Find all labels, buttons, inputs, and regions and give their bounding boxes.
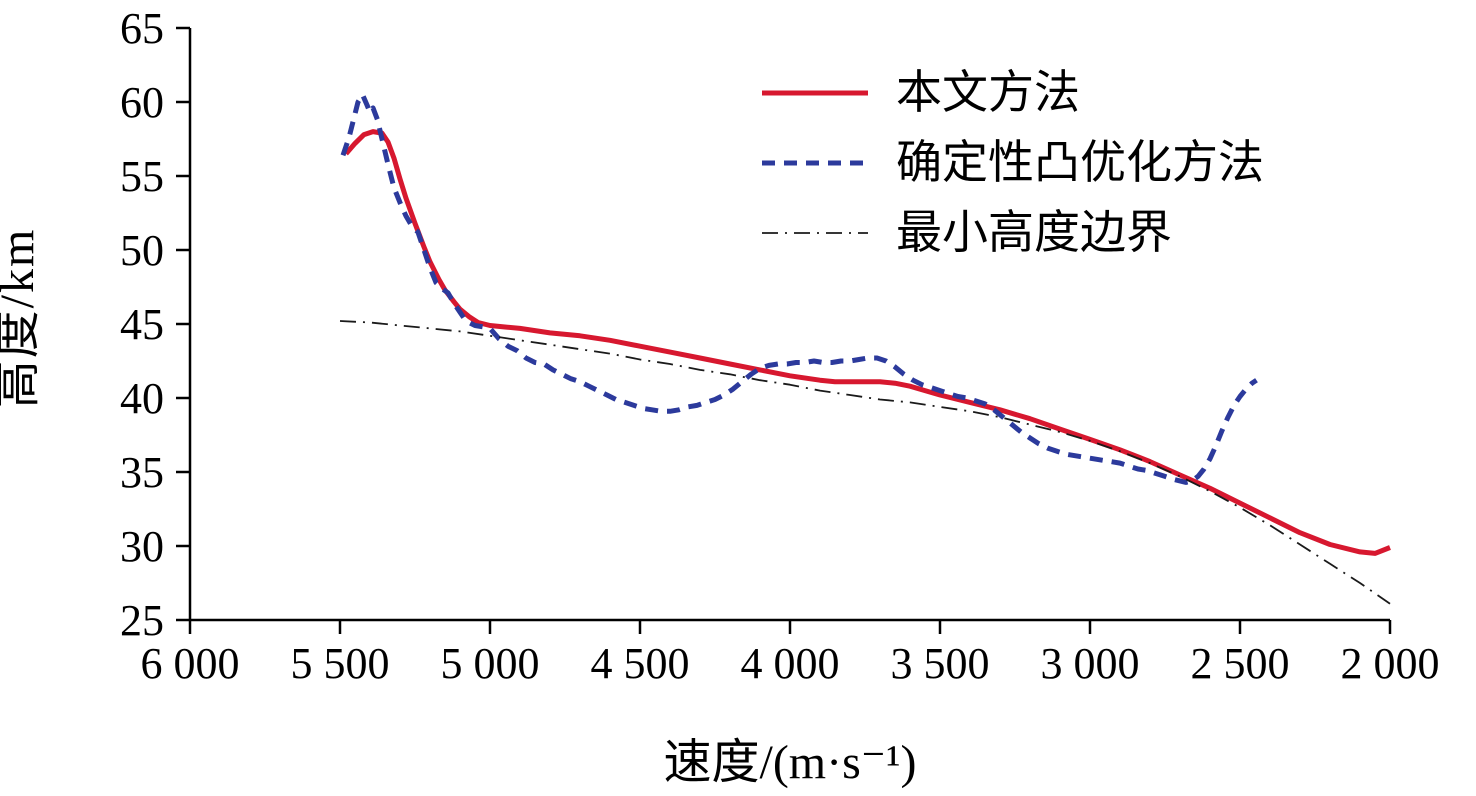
dashdot-line-sample-icon — [762, 232, 868, 234]
svg-text:4 500: 4 500 — [591, 639, 690, 688]
legend-item: 本文方法 — [760, 58, 1264, 128]
svg-text:2 500: 2 500 — [1191, 639, 1290, 688]
svg-text:30: 30 — [120, 522, 164, 571]
svg-text:25: 25 — [120, 596, 164, 645]
legend-label: 本文方法 — [896, 67, 1080, 118]
svg-text:45: 45 — [120, 300, 164, 349]
x-axis-label: 速度/(m·s⁻¹) — [663, 736, 917, 789]
legend: 本文方法 确定性凸优化方法 最小高度边界 — [760, 58, 1264, 268]
svg-text:3 500: 3 500 — [891, 639, 990, 688]
y-axis-label: 高度/km — [0, 227, 44, 409]
svg-text:50: 50 — [120, 226, 164, 275]
legend-item: 确定性凸优化方法 — [760, 128, 1264, 198]
svg-text:3 000: 3 000 — [1041, 639, 1140, 688]
svg-text:35: 35 — [120, 448, 164, 497]
svg-text:60: 60 — [120, 78, 164, 127]
svg-text:2 000: 2 000 — [1341, 639, 1440, 688]
solid-line-sample-icon — [762, 90, 868, 96]
legend-item: 最小高度边界 — [760, 198, 1264, 268]
svg-text:5 500: 5 500 — [291, 639, 390, 688]
legend-label: 确定性凸优化方法 — [896, 137, 1264, 188]
svg-text:40: 40 — [120, 374, 164, 423]
legend-label: 最小高度边界 — [896, 207, 1172, 258]
svg-text:6 000: 6 000 — [141, 639, 240, 688]
svg-text:65: 65 — [120, 4, 164, 53]
dashed-line-sample-icon — [762, 160, 868, 166]
svg-text:4 000: 4 000 — [741, 639, 840, 688]
svg-text:5 000: 5 000 — [441, 639, 540, 688]
svg-text:55: 55 — [120, 152, 164, 201]
